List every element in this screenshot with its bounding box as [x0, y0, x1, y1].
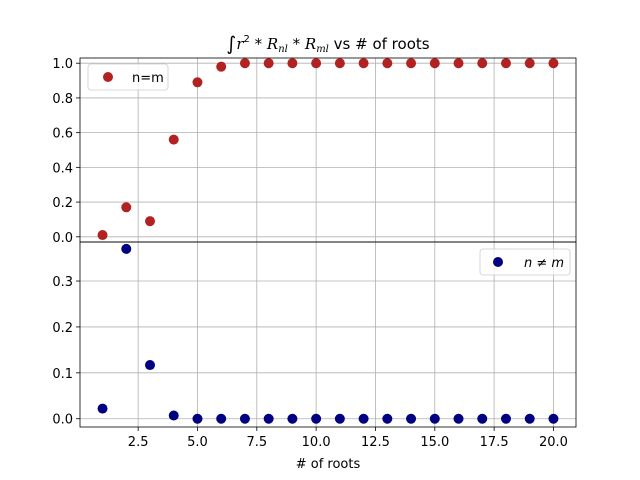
bottom-axes-frame — [79, 241, 577, 428]
top-y-tick-label-4: 0.8 — [52, 92, 73, 107]
bottom-legend: n ≠ m — [479, 248, 571, 276]
top-series-points — [97, 58, 559, 241]
top-legend-label: n=m — [132, 71, 164, 86]
bottom-x-tick-label-2: 7.5 — [246, 435, 267, 450]
top-legend-box — [87, 63, 169, 91]
top-point-7 — [239, 58, 250, 69]
top-point-15 — [429, 58, 440, 69]
bottom-point-7 — [239, 413, 250, 424]
bottom-point-20 — [548, 413, 559, 424]
top-point-16 — [453, 58, 464, 69]
svg-text:∫r2 * Rnl * Rml vs # of roots: ∫r2 * Rnl * Rml vs # of roots — [226, 33, 429, 55]
bottom-y-tick-label-2: 0.2 — [52, 321, 73, 336]
top-y-tick-label-0: 0.0 — [52, 231, 73, 246]
chart-title: ∫r2 * Rnl * Rml vs # of roots — [226, 33, 429, 55]
top-y-tick-label-1: 0.2 — [52, 196, 73, 211]
bottom-point-3 — [145, 360, 156, 371]
top-y-tick-label-5: 1.0 — [52, 57, 73, 72]
bottom-y-axis: 0.0 0.1 0.2 0.3 — [52, 275, 80, 428]
bottom-point-5 — [192, 413, 203, 424]
bottom-point-1 — [97, 403, 108, 414]
bottom-point-8 — [263, 413, 274, 424]
x-axis-label: # of roots — [296, 457, 361, 472]
top-point-4 — [168, 134, 179, 145]
bottom-y-tick-label-3: 0.3 — [52, 275, 73, 290]
bottom-point-4 — [168, 410, 179, 421]
bottom-point-9 — [287, 413, 298, 424]
bottom-y-tick-label-0: 0.0 — [52, 413, 73, 428]
bottom-point-15 — [429, 413, 440, 424]
bottom-point-10 — [311, 413, 322, 424]
top-legend-marker — [103, 72, 113, 82]
bottom-point-6 — [216, 413, 227, 424]
top-point-5 — [192, 77, 203, 88]
bottom-grid — [80, 242, 576, 427]
top-point-6 — [216, 61, 227, 72]
bottom-x-tick-label-7: 20.0 — [539, 435, 568, 450]
bottom-x-tick-label-4: 12.5 — [361, 435, 390, 450]
top-point-1 — [97, 230, 108, 241]
bottom-point-17 — [477, 413, 488, 424]
bottom-x-tick-label-5: 15.0 — [420, 435, 449, 450]
bottom-series-points — [97, 243, 559, 424]
top-legend: n=m — [87, 63, 169, 91]
bottom-y-tick-label-1: 0.1 — [52, 367, 73, 382]
top-point-10 — [311, 58, 322, 69]
bottom-point-16 — [453, 413, 464, 424]
top-panel: 0.0 0.2 0.4 0.6 0.8 1.0 n=m — [52, 57, 577, 246]
bottom-x-tick-label-0: 2.5 — [128, 435, 149, 450]
bottom-x-tick-label-3: 10.0 — [302, 435, 331, 450]
top-point-3 — [145, 216, 156, 227]
top-point-11 — [334, 58, 345, 69]
bottom-legend-box — [479, 248, 571, 276]
top-point-12 — [358, 58, 369, 69]
bottom-panel: 0.0 0.1 0.2 0.3 2.5 5.0 7.5 10.0 12.5 15.0 17.5 20… — [52, 241, 577, 450]
top-point-14 — [406, 58, 417, 69]
top-point-9 — [287, 58, 298, 69]
bottom-legend-label: n ≠ m — [524, 256, 564, 271]
bottom-point-13 — [382, 413, 393, 424]
top-y-tick-label-3: 0.6 — [52, 127, 73, 142]
bottom-point-12 — [358, 413, 369, 424]
top-point-20 — [548, 58, 559, 69]
bottom-point-19 — [524, 413, 535, 424]
bottom-point-2 — [121, 243, 132, 254]
bottom-point-14 — [406, 413, 417, 424]
top-point-18 — [500, 58, 511, 69]
top-point-2 — [121, 202, 132, 213]
bottom-point-11 — [334, 413, 345, 424]
top-grid — [80, 58, 576, 242]
bottom-x-tick-label-6: 17.5 — [480, 435, 509, 450]
top-y-tick-label-2: 0.4 — [52, 161, 73, 176]
top-point-17 — [477, 58, 488, 69]
bottom-x-tick-label-1: 5.0 — [187, 435, 208, 450]
top-point-13 — [382, 58, 393, 69]
top-point-8 — [263, 58, 274, 69]
bottom-legend-marker — [493, 257, 503, 267]
top-y-axis: 0.0 0.2 0.4 0.6 0.8 1.0 — [52, 57, 80, 246]
bottom-point-18 — [500, 413, 511, 424]
bottom-x-axis: 2.5 5.0 7.5 10.0 12.5 15.0 17.5 20.0 — [128, 427, 568, 450]
top-point-19 — [524, 58, 535, 69]
